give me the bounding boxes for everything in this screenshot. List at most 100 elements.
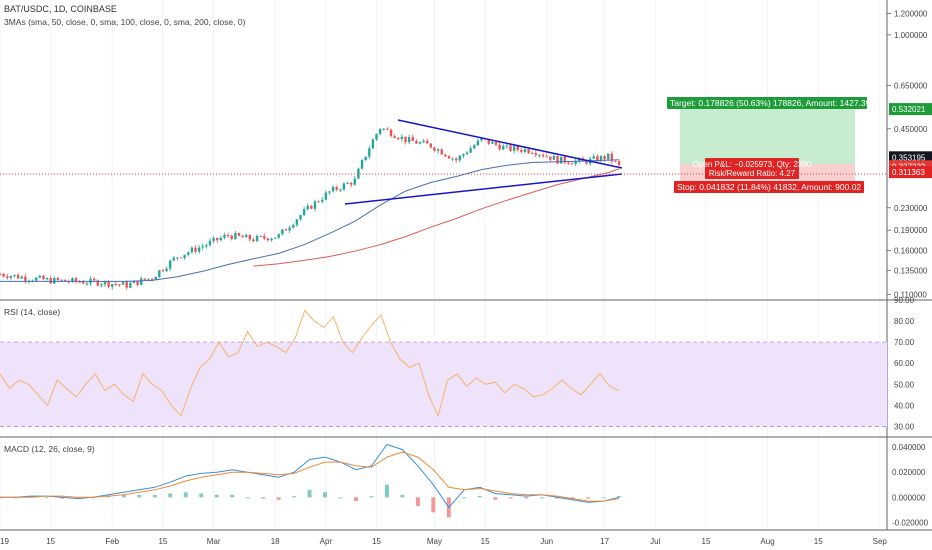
rsi-pane-label: RSI (14, close) [4, 307, 60, 317]
candle-body [469, 148, 472, 153]
macd-histogram-bar [384, 484, 389, 498]
target-badge[interactable]: Target: 0.178826 (50.63%) 178826, Amount… [667, 97, 871, 109]
candle-body [263, 235, 266, 239]
candle-body [143, 278, 147, 280]
triangle-upper-trendline[interactable] [397, 119, 623, 169]
time-axis[interactable]: 2019 15 Feb 15 Mar 18 Apr 15 May 15 Jun 17 Jul 15 Aug 1… [0, 537, 887, 546]
candle-body [201, 246, 204, 248]
macd-histogram-bar [214, 494, 219, 498]
candle-body [259, 235, 262, 237]
macd-histogram-bar [183, 492, 188, 498]
candle-body [252, 239, 255, 242]
candle-body [509, 145, 512, 151]
target-label: Target: 0.178826 (50.63%) 178826, Amount… [670, 98, 871, 108]
candle-body [277, 234, 280, 238]
open-pl-badge[interactable]: Open P&L: −0.025973, Qty: 2390 Risk/Rewa… [693, 158, 812, 179]
candle-body [310, 205, 313, 209]
candle-body [328, 191, 331, 193]
candle-body [299, 215, 302, 220]
macd-histogram-bar [307, 489, 312, 498]
candle-body [60, 279, 63, 281]
candle-body [331, 187, 335, 192]
candle-body [139, 278, 143, 285]
candle-body [96, 280, 99, 286]
candle-body [389, 129, 393, 137]
macd-histogram-bar [121, 494, 126, 498]
candle-body [100, 284, 103, 286]
ma-indicator-label: 3MAs (sma, 50, close, 0, sma, 100, close… [4, 17, 246, 27]
candle-body [161, 270, 165, 272]
price-axis[interactable]: 1.200000 1.000000 0.650000 0.532021 0.450000… [887, 9, 932, 300]
time-axis-label: Aug [760, 537, 774, 546]
candle-body [382, 128, 385, 130]
candle-body [407, 137, 411, 143]
candle-body [270, 238, 273, 241]
price-axis-label: 0.650000 [894, 82, 928, 91]
candle-body [480, 138, 483, 141]
time-axis-label: 17 [600, 537, 609, 546]
macd-histogram-bar [601, 497, 606, 499]
macd-histogram-bar [508, 497, 513, 499]
candle-body [114, 284, 118, 286]
candle-body [183, 254, 186, 258]
time-axis-label: Apr [320, 537, 333, 546]
candle-body [273, 237, 277, 239]
rsi-axis-label: 90.00 [894, 296, 915, 305]
candle-body [498, 144, 501, 150]
macd-histogram-bar [617, 496, 622, 498]
rsi-axis-label: 80.00 [894, 317, 915, 326]
candle-body [596, 156, 599, 162]
triangle-lower-trendline[interactable] [344, 173, 623, 205]
candle-body [103, 281, 107, 285]
candle-body [607, 153, 610, 160]
macd-histogram-bar [555, 497, 560, 499]
macd-histogram-bar [28, 496, 33, 498]
candle-body [415, 140, 418, 144]
candle-body [266, 238, 270, 241]
time-axis-label: Feb [105, 537, 119, 546]
macd-histogram-bar [493, 497, 498, 500]
stop-badge[interactable]: Stop: 0.041832 (11.84%) 41832, Amount: 9… [674, 181, 864, 193]
candle-body [545, 156, 548, 158]
candle-body [375, 134, 378, 140]
macd-line [0, 443, 620, 509]
macd-histogram-bar [152, 494, 157, 498]
macd-histogram [0, 484, 622, 518]
candle-body [302, 209, 306, 216]
candle-body [74, 278, 78, 282]
candle-body [16, 274, 20, 279]
macd-histogram-bar [75, 497, 80, 499]
macd-axis-label: 0.020000 [892, 468, 926, 477]
candle-body [516, 146, 519, 150]
candle-body [284, 229, 288, 231]
candle-body [288, 227, 291, 231]
rsi-line [0, 309, 620, 418]
candle-body [197, 247, 201, 252]
macd-axis[interactable]: 0.040000 0.020000 0.000000 -0.020000 [892, 443, 929, 527]
candle-body [24, 276, 27, 281]
candle-body [447, 156, 451, 159]
macd-histogram-bar [570, 497, 575, 499]
candle-body [346, 182, 349, 184]
candle-body [244, 234, 248, 238]
candle-body [321, 199, 324, 202]
macd-histogram-bar [369, 496, 374, 498]
sma-50-line [0, 159, 620, 282]
candle-body [397, 137, 400, 140]
candle-body [38, 275, 42, 278]
risk-reward-label: Risk/Reward Ratio: 4.27 [709, 169, 796, 178]
macd-histogram-bar [261, 497, 266, 499]
macd-histogram-bar [168, 493, 173, 498]
rsi-axis[interactable]: 90.00 80.00 70.00 60.00 50.00 40.00 30.00 [894, 296, 915, 431]
time-axis-label: Jul [650, 537, 660, 546]
candle-body [219, 237, 223, 241]
candle-body [433, 147, 436, 151]
macd-histogram-bar [0, 497, 2, 499]
candle-body [121, 282, 125, 285]
candle-body [368, 148, 371, 157]
candle-body [306, 205, 309, 210]
price-axis-label: 1.000000 [894, 31, 928, 40]
candle-body [45, 278, 49, 280]
candle-body [147, 278, 150, 280]
